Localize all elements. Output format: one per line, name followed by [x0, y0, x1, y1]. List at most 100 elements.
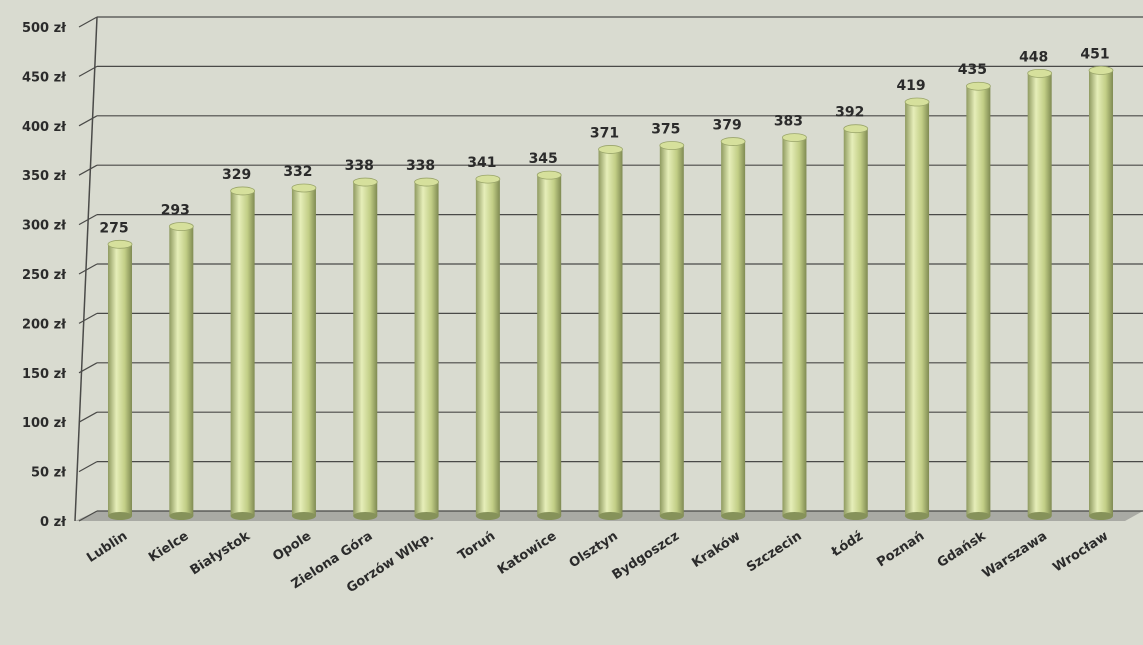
data-label: 338	[345, 158, 374, 174]
x-tick-label: Wrocław	[1050, 529, 1111, 576]
data-label: 435	[958, 62, 987, 78]
data-label: 375	[651, 122, 680, 138]
bar-top	[904, 97, 930, 107]
bar-base	[108, 512, 132, 520]
x-tick-label: Opole	[270, 529, 314, 565]
gridline-side	[78, 263, 98, 275]
gridline-side	[78, 65, 98, 77]
bar-top	[965, 81, 991, 91]
bar-body	[537, 175, 562, 516]
bar	[598, 145, 623, 520]
bar-base	[598, 512, 623, 520]
bar	[904, 97, 930, 520]
gridline-side	[78, 411, 98, 423]
bar-base	[169, 512, 194, 520]
bar	[107, 239, 133, 520]
bar-top	[1088, 66, 1114, 75]
bar-base	[414, 512, 439, 520]
bar-top	[598, 145, 623, 154]
data-label: 293	[161, 203, 190, 219]
bar-top	[782, 133, 807, 142]
bar-body	[782, 137, 807, 516]
bar	[720, 137, 746, 520]
y-tick-label: 50 zł	[31, 466, 67, 481]
bar-body	[843, 128, 868, 517]
bar-top	[168, 222, 194, 231]
bar-top	[414, 177, 439, 187]
gridline-side	[78, 510, 98, 522]
bar	[843, 124, 869, 520]
bar-base	[230, 512, 255, 520]
bar	[965, 81, 991, 520]
bar-body	[353, 182, 378, 516]
data-label: 338	[406, 158, 435, 174]
bar	[230, 186, 256, 520]
x-tick-label: Kraków	[689, 529, 743, 571]
data-label: 341	[467, 155, 496, 171]
y-tick-label: 350 zł	[22, 169, 67, 184]
bar	[782, 133, 807, 520]
y-axis-line	[74, 16, 98, 522]
bar-top	[230, 186, 256, 196]
bar-body	[721, 141, 746, 516]
y-axis: 0 zł 50 zł 100 zł 150 zł 200 zł 250 zł 300 zł 3…	[22, 21, 67, 530]
bar-body	[966, 86, 991, 516]
data-label: 329	[222, 167, 251, 183]
data-label: 332	[283, 164, 312, 180]
gridline-side	[78, 164, 98, 176]
bar-body	[108, 244, 132, 517]
y-tick-label: 400 zł	[22, 120, 67, 135]
gridline-side	[78, 312, 98, 324]
bar-body	[291, 187, 316, 516]
y-tick-label: 450 zł	[22, 70, 67, 85]
bar	[291, 183, 317, 520]
data-labels-layer: 275 293 329 332 338 338 341 345 371 375 379 383 392 4…	[99, 46, 1109, 236]
bar	[352, 177, 378, 520]
bar-body	[169, 226, 194, 517]
data-label: 451	[1080, 46, 1109, 62]
bar-base	[291, 512, 316, 520]
data-label: 371	[590, 125, 619, 141]
bar-top	[720, 137, 746, 146]
bar-base	[721, 512, 746, 520]
x-tick-label: Szczecin	[744, 529, 805, 576]
bar-body	[414, 182, 439, 516]
bar-base	[966, 512, 991, 520]
data-label: 345	[529, 151, 558, 167]
data-label: 448	[1019, 49, 1048, 65]
bar-top	[659, 141, 685, 150]
x-tick-label: Lublin	[84, 529, 130, 566]
y-tick-label: 100 zł	[22, 416, 67, 431]
y-tick-label: 150 zł	[22, 367, 67, 382]
bar-base	[659, 512, 684, 520]
gridline-side	[78, 115, 98, 127]
bar-base	[1027, 512, 1052, 520]
bar-body	[230, 190, 255, 516]
bars-layer	[107, 66, 1114, 520]
bar-body	[598, 149, 623, 516]
y-tick-label: 200 zł	[22, 317, 67, 332]
bar-base	[475, 512, 500, 520]
bar-base	[843, 512, 868, 520]
x-tick-label: Białystok	[188, 529, 253, 579]
bar	[414, 177, 439, 520]
bar-body	[1027, 73, 1052, 516]
x-tick-label: Olsztyn	[567, 529, 621, 571]
bar-top	[352, 177, 378, 187]
data-label: 379	[713, 118, 742, 134]
y-tick-label: 250 zł	[22, 268, 67, 283]
bar-body	[1089, 70, 1113, 517]
bar-top	[475, 174, 501, 184]
x-tick-label: Toruń	[455, 529, 498, 564]
bar-base	[537, 512, 562, 520]
data-label: 383	[774, 114, 803, 130]
x-tick-label: Kielce	[146, 529, 191, 566]
y-tick-label: 0 zł	[40, 515, 67, 530]
bar-top	[107, 239, 133, 249]
bar-body	[905, 102, 930, 516]
bar-top	[291, 183, 317, 193]
bar	[1027, 68, 1053, 520]
